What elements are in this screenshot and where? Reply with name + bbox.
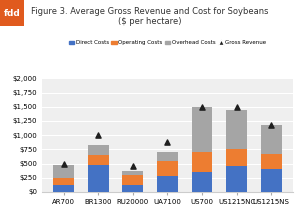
Bar (88, 165, 109, 192)
Bar (123, 170, 143, 175)
Point (130, 165, 135, 168)
Point (234, 106, 239, 109)
Bar (261, 125, 282, 153)
Bar (192, 172, 212, 192)
Bar (157, 176, 178, 192)
Bar (157, 161, 178, 176)
Bar (123, 185, 143, 192)
Text: fdd: fdd (4, 9, 20, 18)
Bar (192, 107, 212, 152)
Point (200, 105, 205, 109)
Legend: Direct Costs, Operating Costs, Overhead Costs, Gross Revenue: Direct Costs, Operating Costs, Overhead … (66, 38, 269, 48)
Bar (261, 153, 282, 169)
Bar (53, 178, 74, 185)
Point (165, 141, 170, 144)
Bar (226, 110, 247, 149)
Bar (53, 185, 74, 192)
Point (96, 133, 101, 137)
Bar (123, 175, 143, 185)
Bar (261, 169, 282, 192)
Bar (226, 149, 247, 166)
Point (61, 162, 66, 165)
Bar (157, 152, 178, 161)
Bar (88, 155, 109, 165)
Bar (192, 152, 212, 172)
Bar (88, 145, 109, 155)
Text: Figure 3. Average Gross Revenue and Cost for Soybeans
($ per hectare): Figure 3. Average Gross Revenue and Cost… (31, 7, 268, 26)
Bar (226, 166, 247, 192)
Bar (53, 165, 74, 178)
Point (269, 123, 274, 127)
